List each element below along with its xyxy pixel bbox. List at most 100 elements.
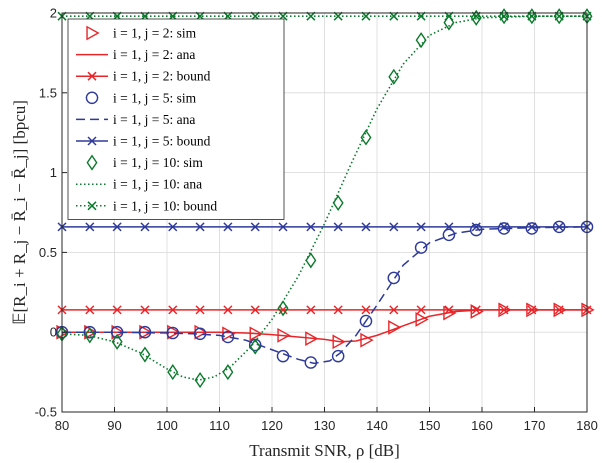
legend-label: i = 1, j = 2: sim (113, 26, 197, 41)
data-point (332, 334, 346, 350)
data-point (140, 222, 150, 232)
data-point (306, 11, 316, 21)
legend-marker (86, 154, 98, 171)
data-point (499, 11, 509, 21)
data-point (194, 372, 206, 389)
data-point (527, 305, 537, 315)
legend-item: i = 1, j = 10: bound (76, 198, 217, 213)
data-point (469, 223, 483, 237)
y-tick-label: 1 (50, 165, 57, 180)
data-point (389, 305, 399, 315)
plot-area (55, 8, 595, 389)
data-point (305, 252, 317, 269)
y-tick-label: -0.5 (35, 405, 57, 420)
data-point (527, 11, 537, 21)
legend-label: i = 1, j = 10: ana (113, 177, 202, 192)
data-point (195, 305, 205, 315)
data-point (168, 222, 178, 232)
data-point (415, 312, 429, 327)
y-tick-label: 0.5 (39, 245, 57, 260)
x-tick-label: 90 (107, 418, 121, 433)
data-point (223, 305, 233, 315)
data-point (527, 222, 537, 232)
data-point (84, 327, 96, 344)
data-point (444, 11, 454, 21)
series-5 (57, 222, 592, 232)
y-axis-label: 𝔼[R_i + R_j − R̄_i − R̄_j] [bpcu] (10, 100, 29, 325)
legend-label: i = 1, j = 10: sim (113, 155, 203, 170)
data-point (499, 222, 509, 232)
y-tick-label: 1.5 (39, 85, 57, 100)
x-tick-label: 170 (524, 418, 546, 433)
data-point (554, 222, 564, 232)
data-point (85, 305, 95, 315)
series-4 (62, 226, 588, 365)
series-line (61, 15, 587, 381)
y-tick-label: 0 (50, 325, 57, 340)
x-tick-label: 120 (261, 418, 283, 433)
data-point (85, 222, 95, 232)
x-tick-label: 110 (209, 418, 230, 433)
legend-label: i = 1, j = 10: bound (113, 198, 217, 213)
x-tick-label: 150 (419, 418, 441, 433)
legend-item: i = 1, j = 5: ana (76, 112, 195, 127)
data-point (554, 305, 564, 315)
legend-item: i = 1, j = 2: bound (76, 69, 211, 84)
data-point (331, 349, 345, 363)
data-point (554, 11, 564, 21)
data-point (416, 11, 426, 21)
data-point (444, 222, 454, 232)
x-axis-label: Transmit SNR, ρ [dB] (249, 441, 400, 460)
data-point (305, 331, 319, 346)
legend-item: i = 1, j = 5: sim (85, 90, 197, 105)
data-point (139, 346, 151, 363)
data-point (278, 222, 288, 232)
legend-label: i = 1, j = 5: bound (113, 134, 211, 149)
data-point (389, 11, 399, 21)
data-point (416, 305, 426, 315)
data-point (389, 222, 399, 232)
data-point (111, 333, 123, 350)
legend-marker (86, 25, 100, 41)
data-point (360, 129, 372, 146)
data-point (250, 305, 260, 315)
legend-item: i = 1, j = 10: ana (76, 177, 202, 192)
data-point (442, 228, 456, 242)
data-point (333, 305, 343, 315)
series-line (62, 309, 587, 343)
data-point (167, 364, 179, 381)
data-point (250, 222, 260, 232)
series-7 (61, 15, 587, 381)
data-point (471, 222, 481, 232)
data-point (388, 320, 402, 335)
data-point (278, 305, 288, 315)
data-point (416, 222, 426, 232)
x-tick-label: 140 (366, 418, 388, 433)
x-tick-label: 180 (576, 418, 598, 433)
legend-marker (87, 71, 97, 81)
data-point (388, 68, 400, 85)
data-point (168, 305, 178, 315)
data-point (499, 305, 509, 315)
data-point (221, 330, 235, 344)
legend-label: i = 1, j = 2: ana (113, 47, 195, 62)
legend-label: i = 1, j = 2: bound (113, 69, 211, 84)
legend-item: i = 1, j = 10: sim (86, 154, 203, 171)
y-tick-label: 2 (50, 6, 57, 21)
data-point (333, 11, 343, 21)
data-point (359, 314, 373, 328)
data-point (471, 11, 481, 21)
legend-marker (85, 91, 99, 105)
data-point (415, 32, 427, 49)
data-point (471, 305, 481, 315)
data-point (444, 305, 454, 315)
data-point (306, 305, 316, 315)
x-tick-label: 130 (314, 418, 336, 433)
legend-item: i = 1, j = 2: ana (76, 47, 195, 62)
x-tick-label: 100 (156, 418, 178, 433)
data-point (223, 222, 233, 232)
data-point (306, 222, 316, 232)
data-point (112, 222, 122, 232)
data-point (361, 222, 371, 232)
